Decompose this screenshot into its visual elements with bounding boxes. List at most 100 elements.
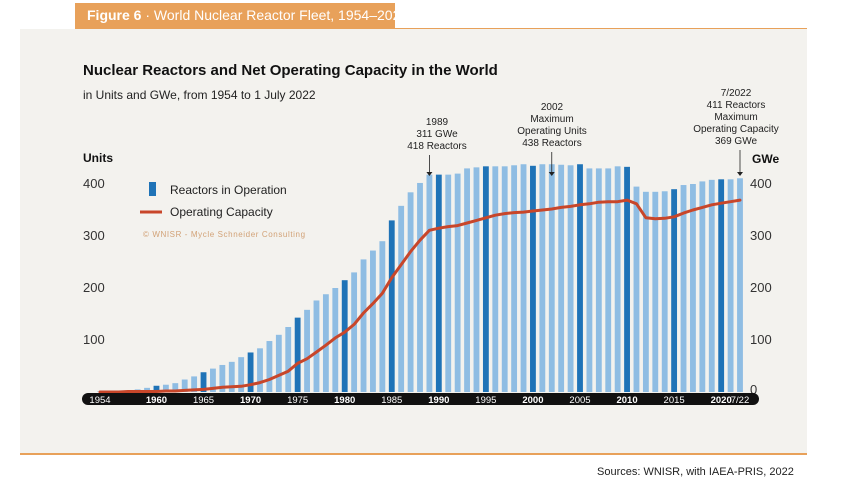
bar-2004	[567, 165, 574, 392]
bottom-rule	[20, 453, 807, 455]
bar-1992	[454, 173, 461, 392]
x-tick-1985: 1985	[381, 395, 402, 406]
annotation-pointer-7-22	[737, 172, 743, 176]
legend-bar-swatch	[149, 182, 156, 196]
bar-2005	[577, 164, 583, 392]
annotation-line: Operating Units	[517, 126, 587, 137]
bar-2014	[661, 191, 668, 392]
bar-1996	[492, 166, 499, 392]
annotation-2002: 2002 Maximum Operating Units 438 Reactors	[492, 102, 612, 150]
x-tick-1980: 1980	[334, 395, 355, 406]
bar-1972	[266, 341, 273, 392]
bar-1974	[285, 327, 292, 392]
operating-capacity-line	[98, 198, 742, 394]
bar-1980	[341, 280, 348, 392]
annotation-line: 411 Reactors	[706, 100, 766, 111]
bar-1961	[162, 384, 169, 392]
figure-separator: ·	[145, 7, 151, 23]
bar-7-22	[737, 178, 743, 392]
annotation-1989: 1989 311 GWe 418 Reactors	[377, 117, 497, 153]
bar-2018	[699, 181, 706, 392]
bar-2007	[595, 168, 602, 392]
bar-1978	[322, 294, 329, 392]
bar-2009	[614, 166, 621, 392]
x-tick-1965: 1965	[193, 395, 214, 406]
chart-subtitle: in Units and GWe, from 1954 to 1 July 20…	[83, 88, 316, 102]
annotation-line: 418 Reactors	[407, 141, 467, 152]
bar-2019	[708, 179, 715, 392]
bar-1982	[360, 259, 367, 392]
bar-2000	[530, 165, 536, 392]
right-tick-300: 300	[750, 228, 772, 243]
bar-1970	[247, 352, 254, 392]
bar-1988	[417, 182, 423, 392]
bar-2013	[652, 191, 659, 392]
right-tick-400: 400	[750, 176, 772, 191]
x-tick-2005: 2005	[569, 395, 590, 406]
bar-2011	[633, 186, 640, 392]
bar-1981	[351, 272, 358, 392]
bar-1994	[473, 167, 480, 392]
sources-note: Sources: WNISR, with IAEA-PRIS, 2022	[597, 466, 794, 478]
bar-1995	[482, 166, 489, 392]
left-tick-400: 400	[83, 176, 105, 191]
annotation-line: 2002	[540, 102, 564, 113]
figure-caption: World Nuclear Reactor Fleet, 1954–2022	[153, 7, 409, 23]
left-tick-200: 200	[83, 280, 105, 295]
bar-1963	[181, 379, 188, 392]
bar-1986	[398, 205, 405, 392]
bar-1991	[445, 174, 452, 392]
bar-1975	[294, 317, 301, 392]
x-tick-2020: 2020	[711, 395, 732, 406]
annotation-line: 7/2022	[720, 88, 752, 99]
bar-1971	[257, 348, 263, 392]
bar-1987	[407, 192, 414, 392]
bar-1985	[388, 220, 395, 392]
bar-1962	[172, 383, 179, 392]
bar-1997	[501, 166, 508, 392]
bar-1965	[200, 372, 207, 392]
bar-2020	[718, 179, 725, 392]
bar-2017	[690, 184, 696, 392]
right-tick-100: 100	[750, 332, 772, 347]
bar-2016	[680, 185, 687, 392]
bar-1964	[191, 376, 198, 392]
annotation-pointer-1989	[426, 172, 433, 176]
bar-1984	[379, 241, 386, 392]
bar-2012	[642, 191, 649, 392]
bar-1989	[426, 174, 433, 392]
x-tick-7-22: 7/22	[731, 395, 750, 406]
left-tick-300: 300	[83, 228, 105, 243]
bar-1969	[238, 357, 245, 392]
right-tick-200: 200	[750, 280, 772, 295]
x-tick-2010: 2010	[616, 395, 637, 406]
x-tick-1990: 1990	[428, 395, 449, 406]
annotation-line: Maximum	[714, 112, 758, 123]
bar-1966	[210, 368, 216, 392]
x-tick-2015: 2015	[664, 395, 685, 406]
bar-2002	[548, 164, 555, 392]
bar-1998	[511, 165, 518, 392]
figure-number: Figure 6	[87, 7, 142, 23]
top-rule	[75, 28, 807, 29]
figure-tab: Figure 6 · World Nuclear Reactor Fleet, …	[75, 3, 408, 28]
left-axis-label: Units	[83, 151, 113, 165]
watermark: © WNISR - Mycle Schneider Consulting	[143, 230, 306, 239]
bar-1999	[520, 164, 527, 392]
bar-1993	[464, 168, 470, 392]
x-tick-1960: 1960	[146, 395, 167, 406]
bar-2015	[671, 189, 678, 392]
bar-2001	[539, 164, 546, 392]
right-tick-0: 0	[750, 382, 757, 397]
x-tick-1970: 1970	[240, 395, 261, 406]
annotation-line: 369 GWe	[714, 136, 758, 147]
bar-1967	[219, 364, 226, 392]
bar-2008	[605, 168, 612, 392]
bar-1960	[153, 385, 160, 392]
bar-1959	[144, 387, 150, 392]
bar-1968	[228, 361, 235, 392]
bar-2010	[624, 166, 630, 392]
annotation-line: Maximum	[530, 114, 574, 125]
bar-1976	[304, 309, 310, 392]
legend-capacity-label: Operating Capacity	[170, 205, 273, 219]
